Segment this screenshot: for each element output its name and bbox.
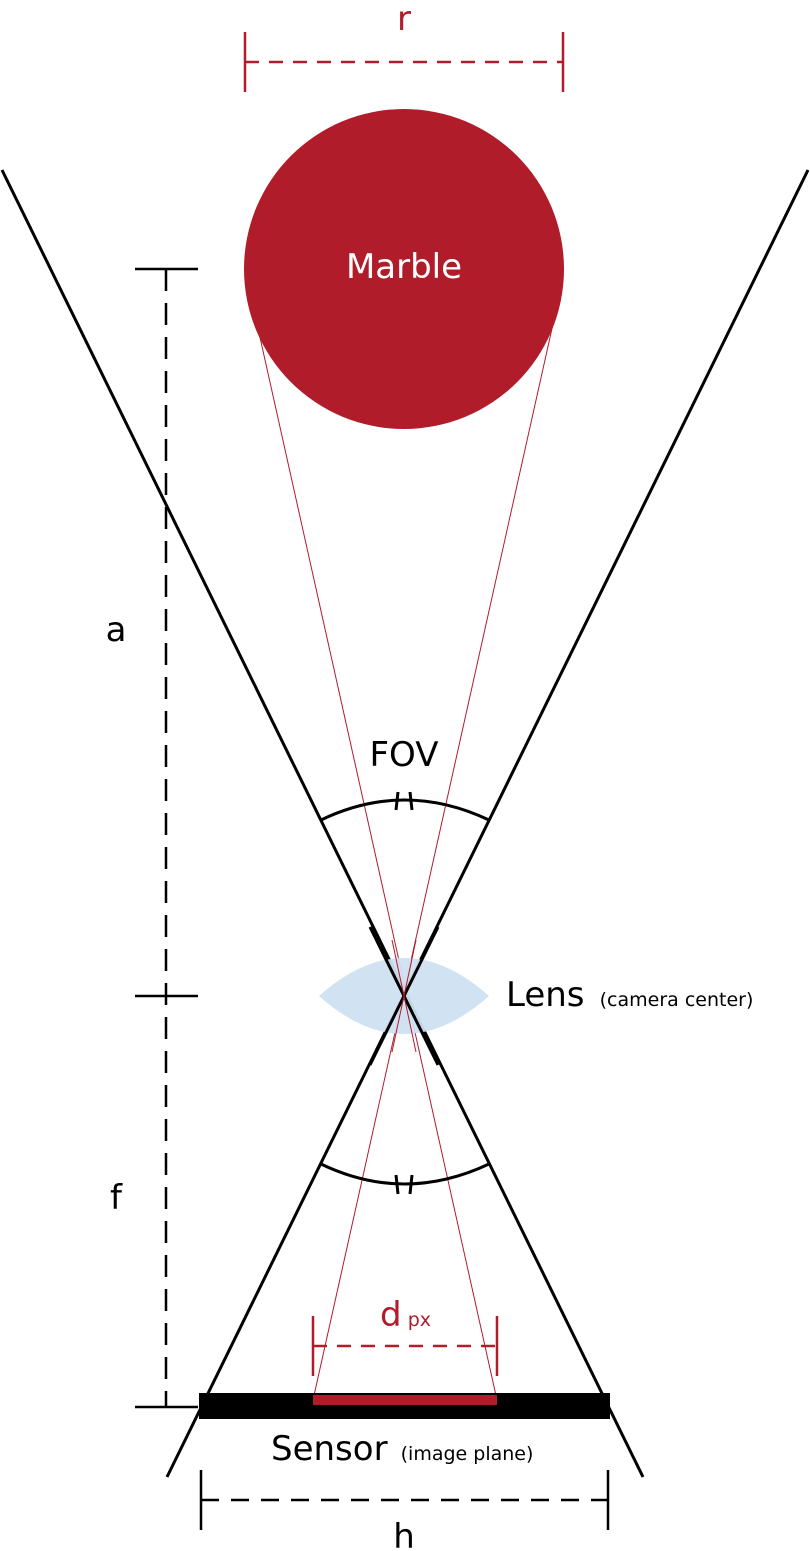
sensor-label: Sensor (image plane) bbox=[271, 1429, 533, 1469]
fov-arc-bottom-mark-1 bbox=[394, 1174, 400, 1195]
projection-rays bbox=[254, 314, 556, 1401]
lens-rays bbox=[391, 939, 417, 1053]
distance-a-label: a bbox=[106, 610, 127, 650]
fov-line-right bbox=[165, 169, 810, 1478]
radius-label: r bbox=[397, 0, 411, 39]
fov-arc-top-mark-2 bbox=[408, 791, 414, 811]
sensor-title: Sensor bbox=[271, 1429, 388, 1469]
lens-title: Lens bbox=[506, 975, 585, 1015]
fov-arc-top-mark-1 bbox=[394, 791, 400, 811]
lens-note: (camera center) bbox=[600, 989, 754, 1011]
distance-dimension bbox=[135, 267, 198, 1409]
fov-arc-bottom-mark-2 bbox=[408, 1174, 414, 1195]
marble-label: Marble bbox=[346, 247, 462, 287]
fov-arc-bottom bbox=[320, 1162, 490, 1186]
ray-right bbox=[312, 314, 556, 1401]
projected-image bbox=[313, 1395, 497, 1405]
dpx-main: d bbox=[380, 1295, 402, 1335]
marble-circle bbox=[244, 109, 564, 429]
fov-arcs bbox=[320, 791, 490, 1195]
focal-f-label: f bbox=[110, 1178, 123, 1218]
sensor-note: (image plane) bbox=[401, 1443, 534, 1465]
dpx-sub: px bbox=[408, 1309, 431, 1331]
fov-line-left bbox=[0, 169, 645, 1478]
sensor-width-dimension bbox=[199, 1470, 610, 1530]
lens-label: Lens (camera center) bbox=[506, 975, 753, 1015]
sensor-width-label: h bbox=[393, 1517, 415, 1551]
fov-label: FOV bbox=[370, 735, 439, 775]
dpx-label: d px bbox=[380, 1295, 431, 1335]
lens-ray-right bbox=[391, 939, 417, 1053]
fov-lines bbox=[0, 169, 810, 1478]
dpx-dimension bbox=[311, 1316, 499, 1376]
fov-arc-top bbox=[320, 798, 490, 822]
ray-left bbox=[254, 314, 498, 1401]
radius-dimension bbox=[243, 32, 565, 92]
